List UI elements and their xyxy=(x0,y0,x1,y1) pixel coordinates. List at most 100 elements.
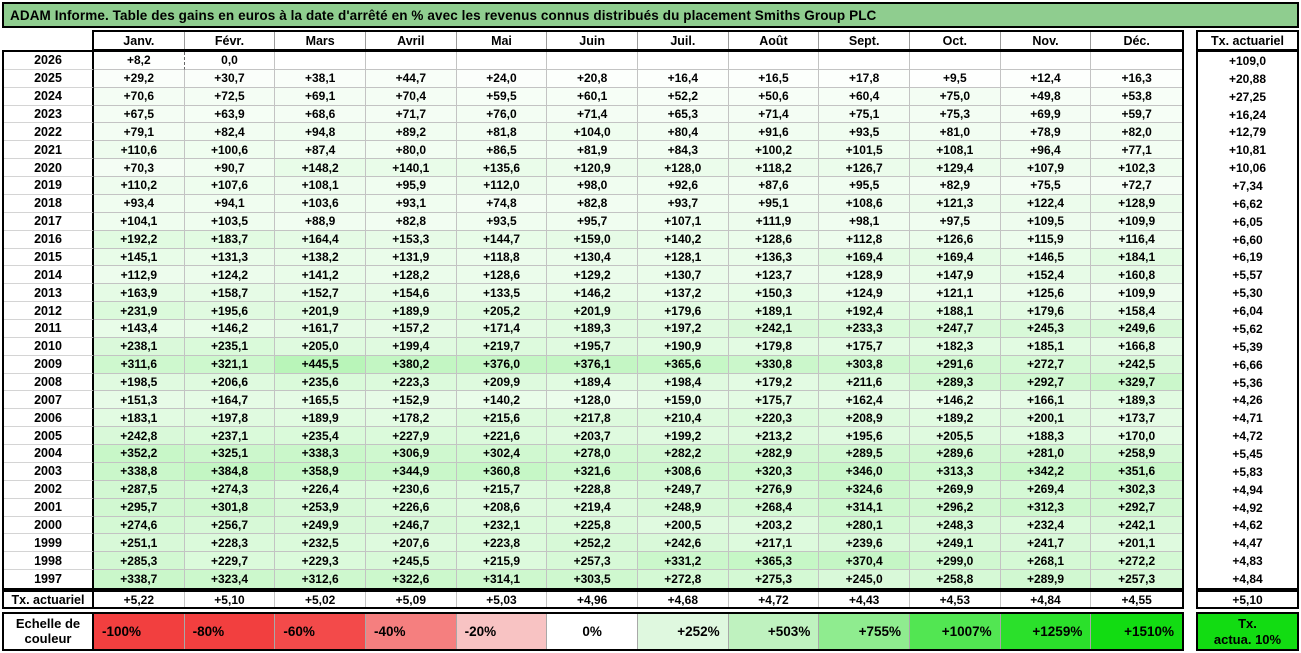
month-header-cell: Août xyxy=(729,32,820,49)
year-label: 2026 xyxy=(4,52,94,70)
gain-cell: +179,6 xyxy=(1000,302,1092,320)
gain-cell: +209,9 xyxy=(456,373,548,392)
month-header-cell: Févr. xyxy=(185,32,276,49)
tx-actuariel-value: +6,19 xyxy=(1232,250,1263,265)
gain-cell: +128,6 xyxy=(728,230,820,249)
gain-cell: +238,1 xyxy=(94,337,185,356)
year-label: 2003 xyxy=(4,462,94,481)
gain-cell: +175,7 xyxy=(728,391,820,410)
gain-cell: +205,0 xyxy=(275,337,366,356)
gain-cell: +109,5 xyxy=(1000,212,1092,231)
table-row: 2012 +231,9 +195,6 +201,9 +189,9 +205,2 +201,9… xyxy=(4,302,1182,320)
gain-cell: +302,4 xyxy=(456,445,548,463)
gain-cell: +84,3 xyxy=(637,141,729,160)
gain-cell: +192,4 xyxy=(819,302,910,320)
gain-cell: +8,2 xyxy=(94,52,185,70)
gain-cell: +121,3 xyxy=(909,194,1001,213)
gain-cell: +338,3 xyxy=(275,445,366,463)
gain-cell: +249,6 xyxy=(1091,320,1182,338)
gain-cell: +296,2 xyxy=(909,498,1001,517)
gain-cell: +199,2 xyxy=(637,427,729,446)
gain-cell: +253,9 xyxy=(275,498,366,517)
tx-actuariel-value: +5,30 xyxy=(1232,286,1263,301)
gain-cell: +107,6 xyxy=(184,177,276,195)
tx-actuariel-value: +6,60 xyxy=(1232,232,1263,247)
year-label: 2011 xyxy=(4,320,94,338)
gain-cell: +82,0 xyxy=(1091,123,1182,142)
legend-swatch: -80% xyxy=(184,614,276,649)
gain-cell: +131,3 xyxy=(184,248,276,267)
gain-cell: +123,7 xyxy=(728,266,820,285)
legend-tx-line2: actua. 10% xyxy=(1213,631,1282,647)
table-row: 2025 +29,2 +30,7 +38,1 +44,7 +24,0 +20,8 +16,4 +… xyxy=(4,69,1182,88)
gain-cell: +282,9 xyxy=(728,445,820,463)
gain-cell: +53,8 xyxy=(1091,87,1182,106)
gain-cell: +272,2 xyxy=(1091,552,1182,571)
table-row: 1997 +338,7 +323,4 +312,6 +322,6 +314,1 +303,5… xyxy=(4,570,1182,588)
gain-cell: +320,3 xyxy=(728,462,820,481)
tx-actuariel-total: +5,10 xyxy=(1196,590,1299,609)
gain-cell: +228,3 xyxy=(184,534,276,553)
gain-cell: +136,3 xyxy=(728,248,820,267)
gain-cell: +125,6 xyxy=(1000,284,1092,303)
gain-cell: +140,2 xyxy=(456,391,548,410)
gain-cell: +72,5 xyxy=(184,87,276,106)
gain-cell: +242,1 xyxy=(1091,516,1182,535)
gain-cell: +329,7 xyxy=(1091,373,1182,392)
gain-cell: +269,9 xyxy=(909,480,1001,499)
gain-cell: +68,6 xyxy=(275,105,366,124)
tx-actuariel-value: +4,92 xyxy=(1232,500,1263,515)
gain-cell: +221,6 xyxy=(456,427,548,446)
legend-tx-line1: Tx. xyxy=(1238,615,1257,631)
gain-cell: +248,3 xyxy=(909,516,1001,535)
gain-cell: +232,5 xyxy=(275,534,366,553)
gain-cell: +314,1 xyxy=(456,570,548,588)
gain-cell: +344,9 xyxy=(365,462,457,481)
table-row: 2009 +311,6 +321,1 +445,5 +380,2 +376,0 +376,1… xyxy=(4,355,1182,374)
tx-actuariel-value: +4,62 xyxy=(1232,518,1263,533)
gain-cell: +77,1 xyxy=(1091,141,1182,160)
gain-cell: +30,7 xyxy=(184,69,276,88)
gain-cell: +138,2 xyxy=(275,248,366,267)
year-label: 2020 xyxy=(4,159,94,178)
gain-cell: +289,5 xyxy=(819,445,910,463)
page-title: ADAM Informe. Table des gains en euros à… xyxy=(2,2,1299,28)
gain-cell: +292,7 xyxy=(1000,373,1092,392)
gain-cell: +249,9 xyxy=(275,516,366,535)
gain-cell: +295,7 xyxy=(94,498,185,517)
gain-cell: +301,8 xyxy=(184,498,276,517)
gain-cell: +232,1 xyxy=(456,516,548,535)
gain-cell: +108,1 xyxy=(275,177,366,195)
gain-cell: +208,9 xyxy=(819,409,910,428)
gain-cell: +302,3 xyxy=(1091,480,1182,499)
gain-cell: +215,6 xyxy=(456,409,548,428)
gain-cell: +178,2 xyxy=(365,409,457,428)
tx-actuariel-value: +5,39 xyxy=(1232,339,1263,354)
gain-cell: +235,6 xyxy=(275,373,366,392)
gain-cell: +242,5 xyxy=(1091,355,1182,374)
tx-actuariel-value: +6,05 xyxy=(1232,214,1263,229)
table-row: 2010 +238,1 +235,1 +205,0 +199,4 +219,7 +195,7… xyxy=(4,337,1182,356)
gain-cell: +313,3 xyxy=(909,462,1001,481)
gain-cell: +104,1 xyxy=(94,212,185,231)
gain-cell: +358,9 xyxy=(275,462,366,481)
gain-cell: +376,0 xyxy=(456,355,548,374)
gain-cell: +314,1 xyxy=(819,498,910,517)
gain-cell: +144,7 xyxy=(456,230,548,249)
month-header-cell: Juin xyxy=(547,32,638,49)
gain-cell: +12,4 xyxy=(1000,69,1092,88)
gain-cell: +311,6 xyxy=(94,355,185,374)
gain-cell: +16,5 xyxy=(728,69,820,88)
gain-cell: +93,4 xyxy=(94,194,185,213)
gain-cell: +94,1 xyxy=(184,194,276,213)
gain-cell: +103,5 xyxy=(184,212,276,231)
gain-cell: +195,6 xyxy=(819,427,910,446)
gain-cell: +223,3 xyxy=(365,373,457,392)
gain-cell: +71,4 xyxy=(547,105,638,124)
tx-actuariel-value: +6,04 xyxy=(1232,304,1263,319)
table-row: 2000 +274,6 +256,7 +249,9 +246,7 +232,1 +225,8… xyxy=(4,516,1182,535)
gain-cell: +98,0 xyxy=(547,177,638,195)
table-row: 2020 +70,3 +90,7 +148,2 +140,1 +135,6 +120,9 +1… xyxy=(4,159,1182,178)
tx-actuariel-value: +4,72 xyxy=(1232,429,1263,444)
gain-cell: +92,6 xyxy=(637,177,729,195)
